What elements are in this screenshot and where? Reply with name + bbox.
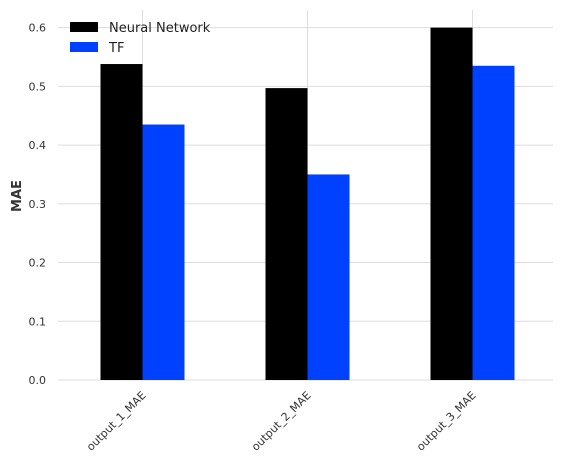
y-tick-label: 0.1 [29,315,47,328]
legend-swatch [70,22,98,32]
x-axis-ticks: output_1_MAE output_2_MAE output_3_MAE [84,389,479,454]
y-tick-label: 0.0 [29,374,47,387]
bar-tf [143,125,185,380]
bar-neural-network [101,64,143,380]
bar-neural-network [266,88,308,380]
legend-label: Neural Network [109,21,211,36]
bar-tf [473,66,515,380]
legend-swatch [70,42,98,52]
y-axis-ticks: 0.0 0.1 0.2 0.3 0.4 0.5 0.6 [29,22,47,387]
x-tick-label: output_1_MAE [84,389,149,454]
bar-tf [308,174,350,380]
y-axis-title: MAE [10,180,25,212]
bar-neural-network [431,28,473,380]
legend: Neural Network TF [70,21,211,56]
y-tick-label: 0.4 [29,139,47,152]
y-tick-label: 0.5 [29,80,47,93]
y-tick-label: 0.3 [29,198,47,211]
x-tick-label: output_3_MAE [414,389,479,454]
legend-label: TF [108,41,124,56]
y-tick-label: 0.6 [29,22,47,35]
y-tick-label: 0.2 [29,257,47,270]
x-tick-label: output_2_MAE [249,389,314,454]
